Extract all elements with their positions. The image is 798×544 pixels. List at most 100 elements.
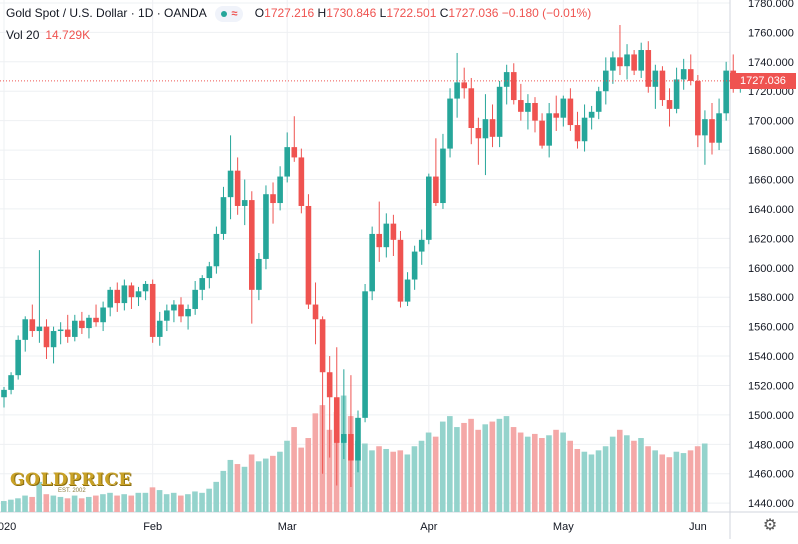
volume-bar[interactable] — [645, 446, 651, 512]
candle-body[interactable] — [716, 113, 722, 143]
candle-body[interactable] — [107, 289, 113, 308]
volume-bar[interactable] — [560, 432, 566, 512]
volume-bar[interactable] — [107, 492, 113, 512]
candle-body[interactable] — [142, 283, 149, 292]
candle-body[interactable] — [673, 79, 680, 109]
candle-body[interactable] — [234, 170, 241, 206]
volume-bar[interactable] — [624, 435, 630, 512]
candle-body[interactable] — [631, 54, 637, 71]
candle-body[interactable] — [496, 86, 503, 137]
volume-bar[interactable] — [574, 448, 581, 512]
candle-body[interactable] — [305, 205, 312, 305]
volume-bar[interactable] — [369, 450, 375, 512]
candle-body[interactable] — [603, 70, 609, 92]
volume-bar[interactable] — [227, 459, 234, 512]
volume-bar[interactable] — [638, 438, 644, 512]
volume-bar[interactable] — [362, 443, 368, 513]
volume-bar[interactable] — [418, 440, 425, 512]
volume-bar[interactable] — [163, 494, 170, 512]
candle-body[interactable] — [390, 223, 397, 240]
volume-bar[interactable] — [100, 494, 106, 512]
volume-bar[interactable] — [8, 499, 14, 512]
volume-bar[interactable] — [135, 492, 142, 512]
candle-body[interactable] — [560, 98, 567, 118]
volume-bar[interactable] — [454, 427, 460, 512]
candle-body[interactable] — [199, 278, 206, 290]
volume-bar[interactable] — [142, 492, 149, 512]
volume-bar[interactable] — [482, 424, 489, 512]
candle-body[interactable] — [348, 434, 354, 461]
volume-bar[interactable] — [532, 433, 538, 512]
candle-body[interactable] — [333, 397, 340, 443]
candle-body[interactable] — [525, 102, 531, 112]
candle-body[interactable] — [64, 329, 71, 337]
candle-body[interactable] — [695, 80, 701, 136]
gear-icon[interactable]: ⚙ — [762, 517, 778, 534]
candle-body[interactable] — [440, 148, 446, 204]
candle-body[interactable] — [128, 285, 135, 298]
volume-bar[interactable] — [234, 464, 241, 512]
volume-bar[interactable] — [50, 495, 57, 512]
candle-body[interactable] — [355, 417, 361, 461]
volume-bar[interactable] — [524, 436, 531, 512]
volume-bar[interactable] — [517, 432, 524, 512]
candle-body[interactable] — [135, 291, 142, 298]
candle-body[interactable] — [57, 329, 64, 332]
volume-bar[interactable] — [581, 451, 588, 512]
volume-bar[interactable] — [496, 418, 503, 512]
volume-bar[interactable] — [57, 496, 64, 512]
volume-bar[interactable] — [546, 435, 552, 512]
volume-bar[interactable] — [170, 492, 177, 512]
candle-body[interactable] — [418, 239, 425, 252]
candle-body[interactable] — [50, 331, 57, 348]
candle-body[interactable] — [291, 147, 298, 158]
candle-body[interactable] — [468, 88, 475, 128]
candle-body[interactable] — [213, 233, 220, 267]
volume-legend[interactable]: Vol 20 14.729K — [6, 28, 90, 42]
candle-body[interactable] — [709, 119, 715, 143]
candle-body[interactable] — [680, 69, 687, 80]
volume-bar[interactable] — [220, 470, 227, 512]
candle-body[interactable] — [86, 317, 92, 329]
candle-body[interactable] — [249, 200, 255, 290]
candle-body[interactable] — [702, 119, 708, 136]
volume-bar[interactable] — [510, 427, 517, 512]
volume-bar[interactable] — [206, 488, 212, 512]
volume-bar[interactable] — [114, 495, 120, 512]
candle-body[interactable] — [666, 100, 673, 109]
volume-bar[interactable] — [461, 422, 467, 512]
volume-bar[interactable] — [128, 495, 135, 512]
candle-body[interactable] — [433, 176, 439, 204]
candle-body[interactable] — [22, 319, 29, 340]
volume-bar[interactable] — [248, 454, 255, 512]
candle-body[interactable] — [121, 285, 128, 304]
volume-bar[interactable] — [659, 454, 666, 512]
volume-bar[interactable] — [43, 494, 50, 512]
candle-body[interactable] — [624, 54, 630, 67]
volume-bar[interactable] — [284, 440, 290, 512]
candle-body[interactable] — [475, 128, 482, 139]
volume-bar[interactable] — [312, 413, 319, 512]
volume-bar[interactable] — [199, 492, 205, 512]
volume-bar[interactable] — [291, 427, 297, 512]
candle-body[interactable] — [79, 320, 85, 329]
candle-body[interactable] — [447, 98, 453, 149]
volume-bar[interactable] — [93, 495, 99, 512]
candle-body[interactable] — [510, 72, 517, 101]
volume-bar[interactable] — [447, 416, 453, 512]
volume-bar[interactable] — [270, 455, 276, 512]
volume-bar[interactable] — [397, 450, 404, 512]
candle-body[interactable] — [178, 304, 184, 317]
candle-body[interactable] — [397, 239, 404, 302]
candle-body[interactable] — [164, 310, 170, 321]
candle-body[interactable] — [185, 308, 191, 317]
volume-bar[interactable] — [694, 446, 701, 512]
candle-body[interactable] — [312, 304, 319, 320]
volume-bar[interactable] — [432, 436, 439, 512]
volume-bar[interactable] — [680, 453, 687, 512]
candle-body[interactable] — [553, 113, 560, 118]
volume-bar[interactable] — [85, 496, 92, 512]
candle-body[interactable] — [503, 72, 510, 87]
